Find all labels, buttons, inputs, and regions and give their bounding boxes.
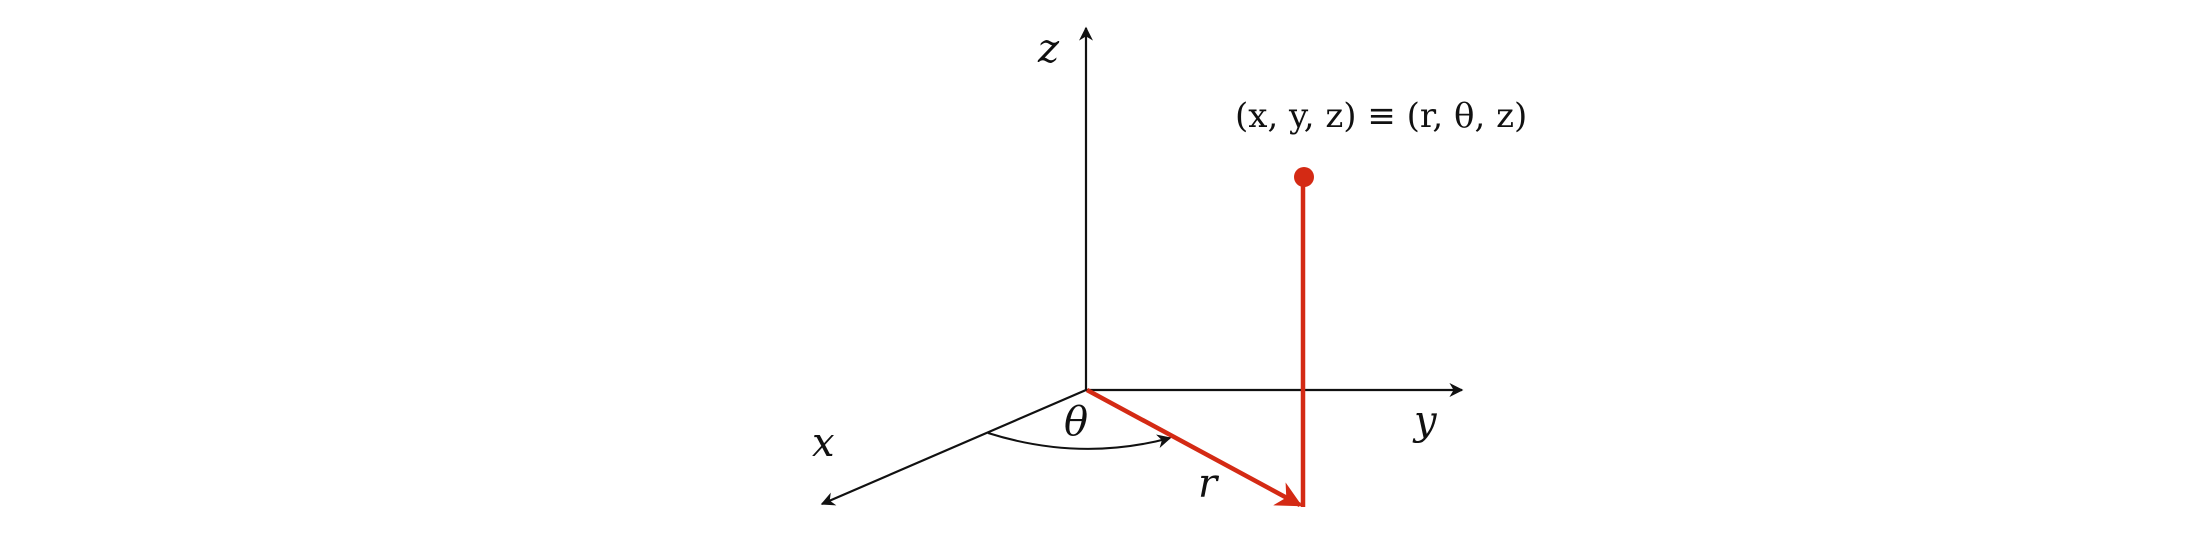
theta-arc (987, 432, 1172, 450)
x-axis (820, 388, 1087, 506)
point-marker (1294, 167, 1314, 187)
x-axis-label: x (812, 420, 835, 466)
point-coordinates-label: (x, y, z) ≡ (r, θ, z) (1235, 96, 1527, 136)
theta-label: θ (1064, 399, 1088, 445)
r-label: r (1198, 461, 1220, 507)
z-axis-label: z (1037, 26, 1060, 72)
y-axis-label: y (1412, 398, 1438, 444)
radius-vector (1085, 388, 1303, 507)
